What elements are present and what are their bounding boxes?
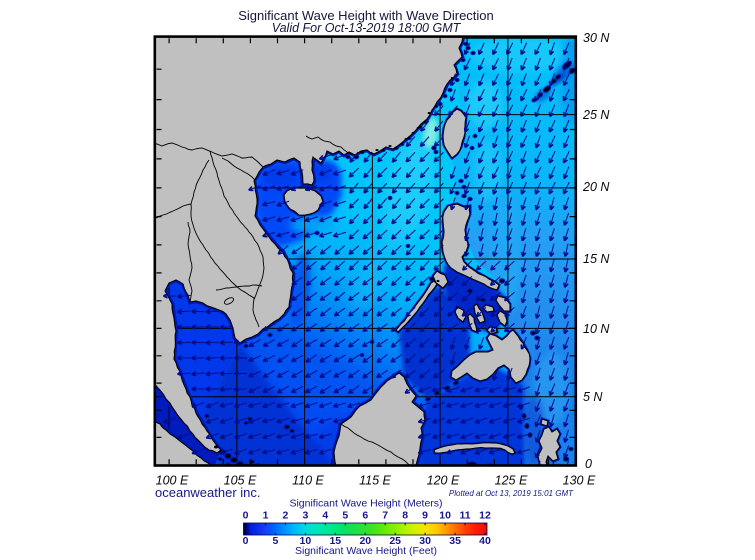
svg-text:Significant Wave Height (Feet): Significant Wave Height (Feet) xyxy=(295,545,437,557)
svg-text:6: 6 xyxy=(362,510,368,522)
svg-text:25 N: 25 N xyxy=(582,108,610,122)
svg-text:10 N: 10 N xyxy=(583,322,610,336)
svg-text:8: 8 xyxy=(402,510,408,522)
svg-text:4: 4 xyxy=(322,510,328,522)
svg-text:Significant Wave Height (Meter: Significant Wave Height (Meters) xyxy=(289,498,442,510)
svg-text:110 E: 110 E xyxy=(292,474,324,488)
svg-text:30 N: 30 N xyxy=(583,31,610,45)
svg-text:105 E: 105 E xyxy=(224,474,257,488)
svg-text:2: 2 xyxy=(282,510,288,522)
svg-text:5: 5 xyxy=(272,535,278,547)
svg-text:11: 11 xyxy=(460,510,471,522)
svg-text:12: 12 xyxy=(479,510,491,522)
svg-text:15: 15 xyxy=(329,535,341,547)
svg-text:0: 0 xyxy=(585,457,592,471)
svg-text:125 E: 125 E xyxy=(495,474,528,488)
svg-text:Significant Wave Height with W: Significant Wave Height with Wave Direct… xyxy=(238,8,494,23)
svg-text:Plotted at Oct 13, 2019 15:01: Plotted at Oct 13, 2019 15:01 GMT xyxy=(449,489,574,498)
svg-text:20 N: 20 N xyxy=(582,180,610,194)
svg-text:0: 0 xyxy=(243,510,249,522)
svg-text:5 N: 5 N xyxy=(583,390,603,404)
svg-text:0: 0 xyxy=(243,535,249,547)
svg-text:30: 30 xyxy=(419,535,431,547)
svg-text:Valid For Oct-13-2019 18:00 GM: Valid For Oct-13-2019 18:00 GMT xyxy=(272,21,462,35)
svg-text:10: 10 xyxy=(300,535,312,547)
svg-text:9: 9 xyxy=(422,510,428,522)
svg-text:oceanweather inc.: oceanweather inc. xyxy=(155,485,261,500)
svg-text:15 N: 15 N xyxy=(583,252,610,266)
svg-text:20: 20 xyxy=(359,535,371,547)
svg-text:10: 10 xyxy=(439,510,451,522)
svg-text:115 E: 115 E xyxy=(359,474,391,488)
svg-text:120 E: 120 E xyxy=(427,474,460,488)
svg-text:1: 1 xyxy=(263,510,269,522)
svg-text:7: 7 xyxy=(382,510,388,522)
svg-text:3: 3 xyxy=(302,510,308,522)
svg-text:25: 25 xyxy=(389,535,401,547)
svg-text:40: 40 xyxy=(479,535,491,547)
svg-text:130 E: 130 E xyxy=(563,474,596,488)
svg-text:100 E: 100 E xyxy=(156,474,189,488)
svg-text:35: 35 xyxy=(449,535,461,547)
svg-text:5: 5 xyxy=(342,510,348,522)
